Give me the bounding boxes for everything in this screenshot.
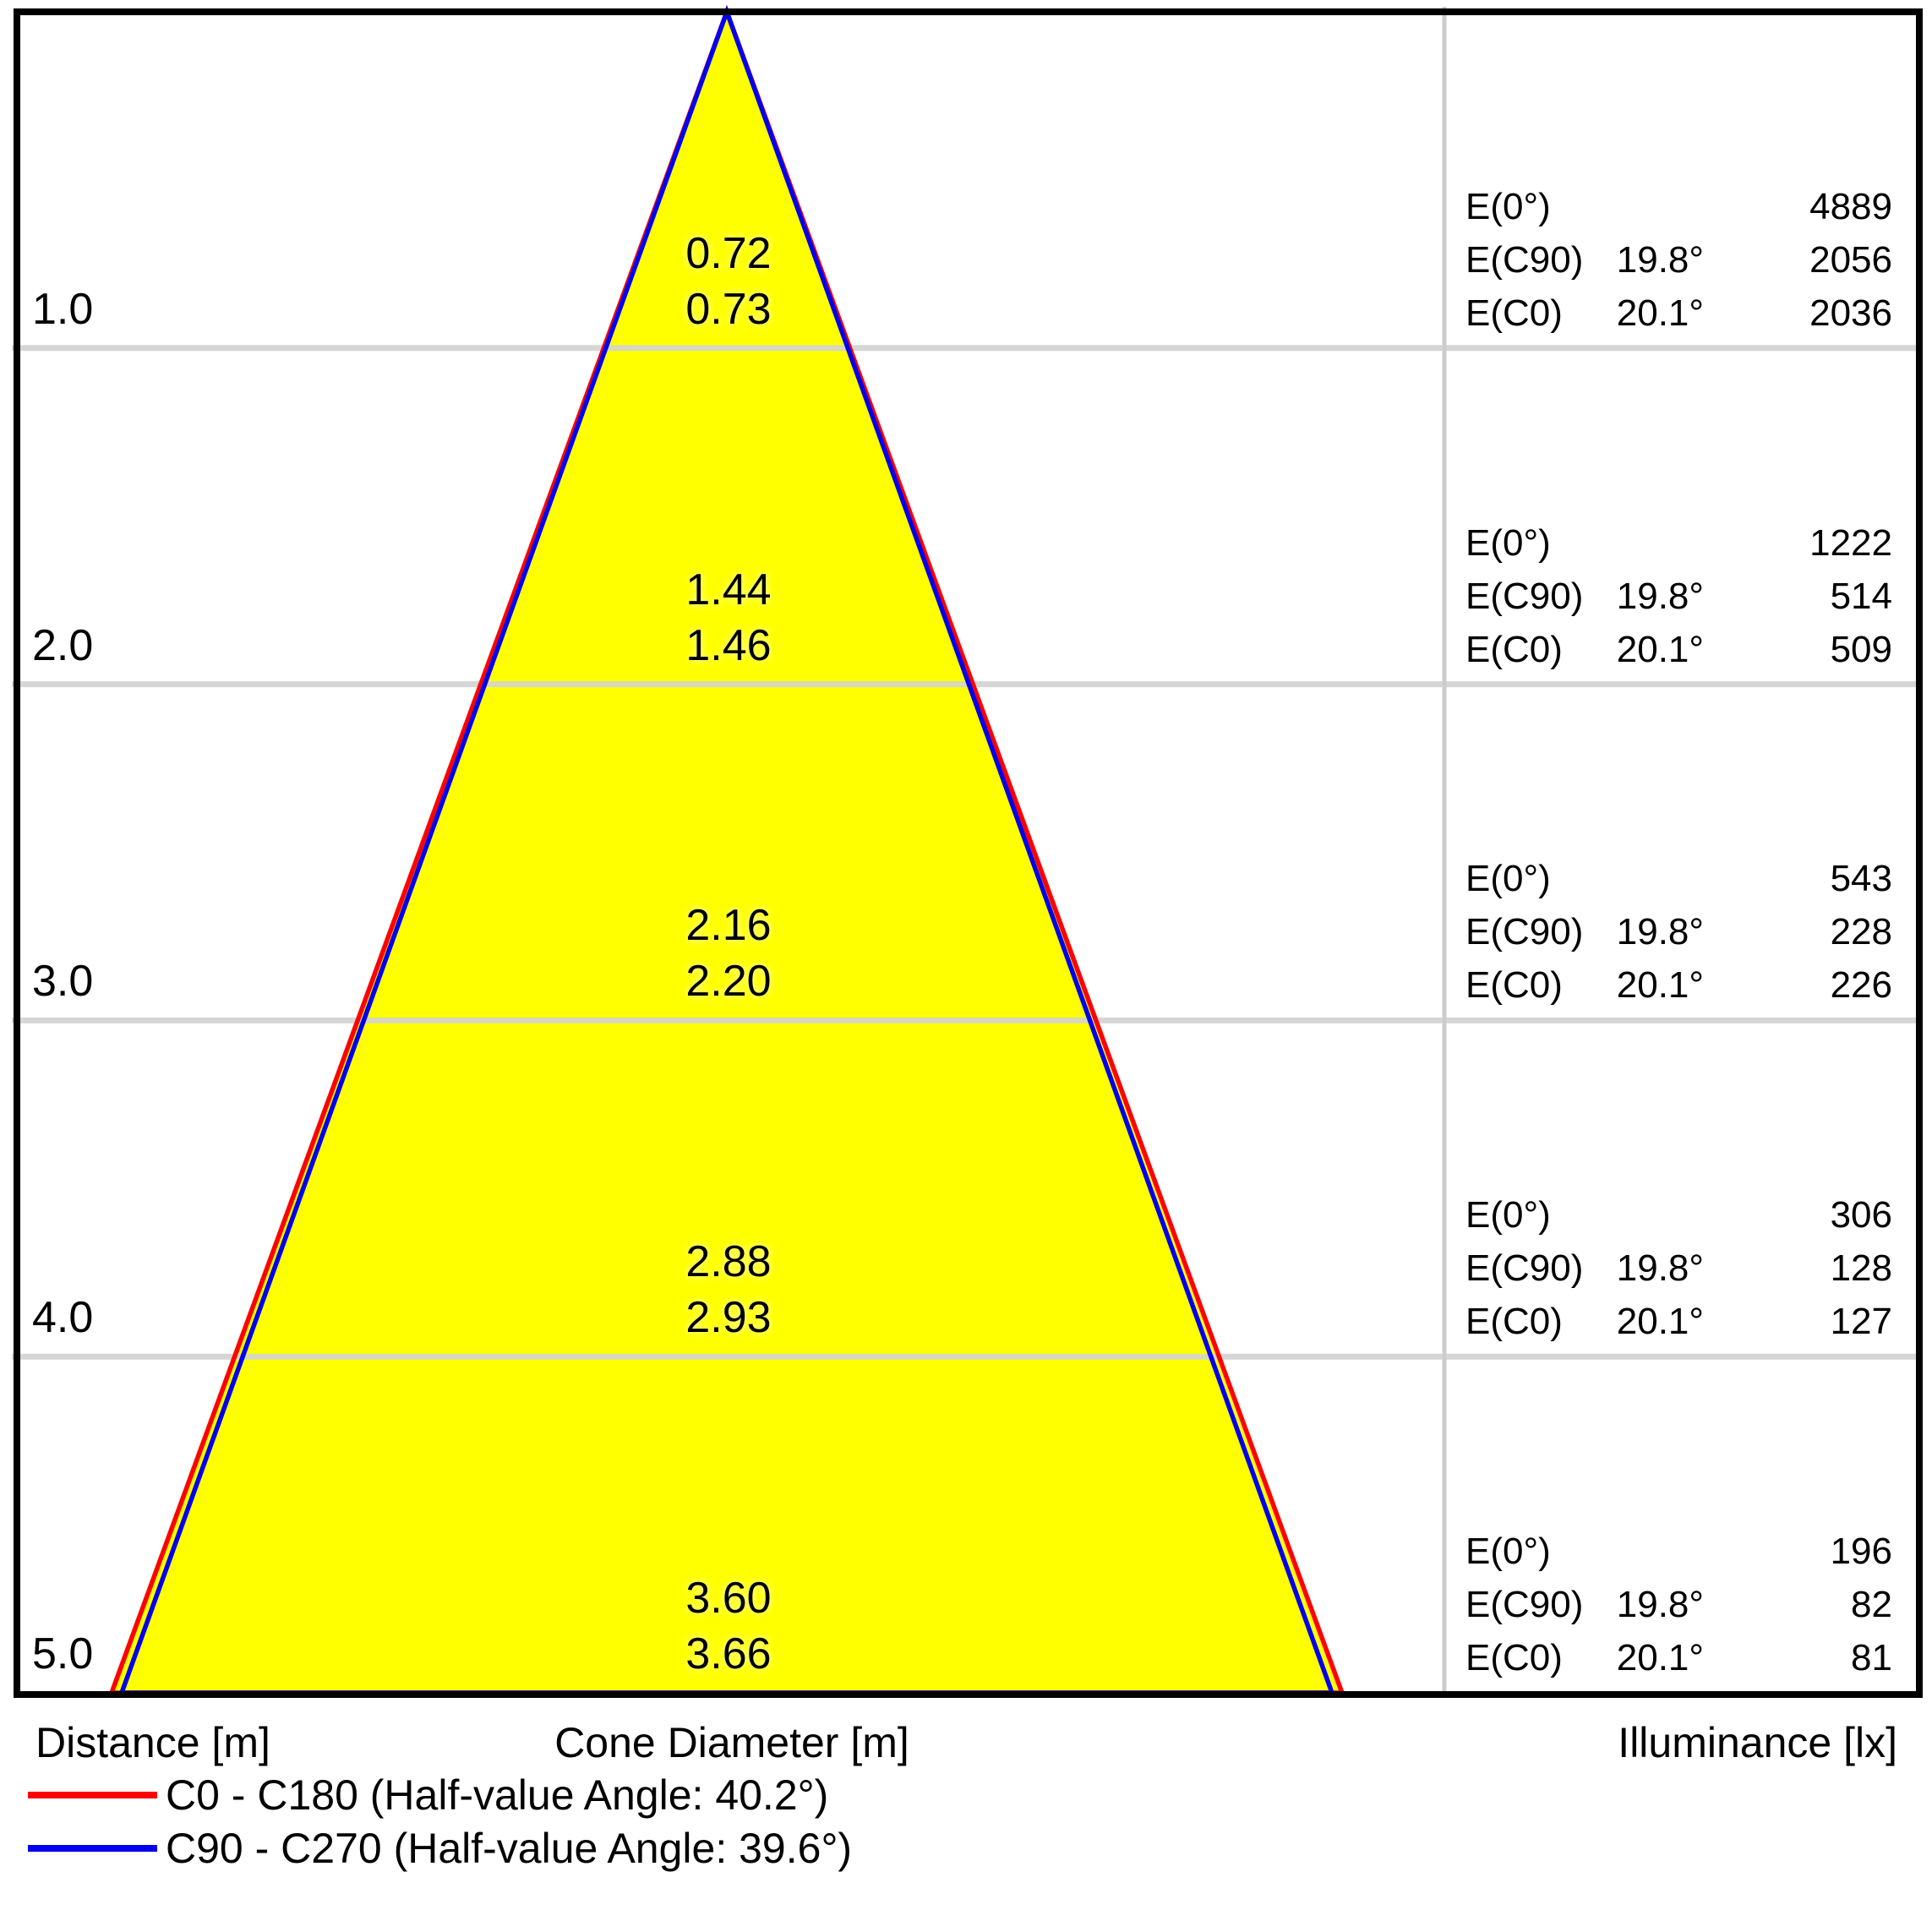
illuminance-line: E(C90) 19.8° 128: [1465, 1242, 1892, 1295]
legend-line-red-icon: [28, 1792, 157, 1798]
illuminance-value: 514: [1830, 576, 1892, 617]
distance-label: 5.0: [32, 1629, 94, 1678]
illuminance-line: E(0°) 196: [1465, 1525, 1892, 1578]
illuminance-label: E(C90): [1465, 911, 1584, 952]
illuminance-label: E(0°): [1465, 1531, 1551, 1572]
illuminance-angle: 19.8°: [1616, 1584, 1704, 1625]
illuminance-label: E(0°): [1465, 186, 1551, 227]
cone-diameter-c90: 3.60: [685, 1574, 772, 1623]
cone-diameter-labels: 1.44 1.46: [558, 562, 899, 674]
illuminance-value: 543: [1830, 858, 1892, 899]
cone-diameter-labels: 0.72 0.73: [558, 226, 899, 337]
distance-label: 3.0: [32, 957, 94, 1006]
cone-diameter-labels: 2.88 2.93: [558, 1234, 899, 1345]
cone-diameter-c0: 3.66: [685, 1629, 772, 1678]
illuminance-label: E(C90): [1465, 1584, 1584, 1625]
illuminance-line: E(C0) 20.1° 509: [1465, 623, 1892, 676]
legend-line-blue-icon: [28, 1845, 157, 1852]
cone-diameter-labels: 3.60 3.66: [558, 1570, 899, 1682]
illuminance-value: 196: [1830, 1531, 1892, 1572]
illuminance-line: E(0°) 1222: [1465, 516, 1892, 570]
cone-diameter-labels: 2.16 2.20: [558, 898, 899, 1009]
illuminance-line: E(C0) 20.1° 2036: [1465, 287, 1892, 340]
illuminance-label: E(C0): [1465, 1301, 1563, 1342]
illuminance-row: E(0°) 196 E(C90) 19.8° 82 E(C0) 20.1° 81: [1465, 1525, 1892, 1684]
illuminance-label: E(C0): [1465, 629, 1563, 670]
illuminance-row: E(0°) 1222 E(C90) 19.8° 514 E(C0) 20.1° …: [1465, 516, 1892, 676]
illuminance-value: 4889: [1809, 186, 1892, 227]
illuminance-value: 2036: [1809, 292, 1892, 334]
illuminance-angle: 20.1°: [1616, 292, 1704, 334]
illuminance-angle: 20.1°: [1616, 1637, 1704, 1678]
illuminance-line: E(C90) 19.8° 514: [1465, 570, 1892, 623]
illuminance-line: E(C0) 20.1° 81: [1465, 1631, 1892, 1684]
cone-diameter-c0: 1.46: [685, 621, 772, 670]
illuminance-label: E(C90): [1465, 1247, 1584, 1289]
illuminance-value: 1222: [1809, 522, 1892, 564]
cone-diameter-c90: 0.72: [685, 229, 772, 278]
illuminance-label: E(0°): [1465, 858, 1551, 899]
illuminance-label: E(C0): [1465, 1637, 1563, 1678]
illuminance-line: E(C90) 19.8° 82: [1465, 1578, 1892, 1631]
illuminance-row: E(0°) 543 E(C90) 19.8° 228 E(C0) 20.1° 2…: [1465, 852, 1892, 1012]
illuminance-line: E(0°) 306: [1465, 1188, 1892, 1242]
illuminance-line: E(C90) 19.8° 2056: [1465, 233, 1892, 287]
illuminance-value: 128: [1830, 1247, 1892, 1289]
axis-label-distance: Distance [m]: [35, 1719, 270, 1766]
illuminance-angle: 20.1°: [1616, 1301, 1704, 1342]
illuminance-angle: 19.8°: [1616, 911, 1704, 952]
legend-label: C90 - C270 (Half-value Angle: 39.6°): [166, 1825, 853, 1872]
illuminance-value: 81: [1851, 1637, 1892, 1678]
legend-label: C0 - C180 (Half-value Angle: 40.2°): [166, 1771, 829, 1819]
illuminance-value: 509: [1830, 629, 1892, 670]
cone-diameter-c90: 1.44: [685, 565, 772, 614]
illuminance-value: 226: [1830, 964, 1892, 1006]
illuminance-label: E(0°): [1465, 1194, 1551, 1236]
illuminance-label: E(C0): [1465, 292, 1563, 334]
cone-diameter-c0: 2.20: [685, 957, 772, 1006]
illuminance-angle: 19.8°: [1616, 1247, 1704, 1289]
illuminance-value: 306: [1830, 1194, 1892, 1236]
distance-label: 4.0: [32, 1293, 94, 1342]
cone-diameter-c0: 2.93: [685, 1293, 772, 1342]
illuminance-value: 2056: [1809, 239, 1892, 281]
illuminance-value: 82: [1851, 1584, 1892, 1625]
illuminance-label: E(C0): [1465, 964, 1563, 1006]
illuminance-angle: 20.1°: [1616, 964, 1704, 1006]
illuminance-row: E(0°) 306 E(C90) 19.8° 128 E(C0) 20.1° 1…: [1465, 1188, 1892, 1348]
illuminance-line: E(C90) 19.8° 228: [1465, 905, 1892, 958]
illuminance-angle: 19.8°: [1616, 576, 1704, 617]
cone-diameter-c90: 2.16: [685, 901, 772, 950]
illuminance-label: E(C90): [1465, 239, 1584, 281]
illuminance-label: E(0°): [1465, 522, 1551, 564]
illuminance-value: 127: [1830, 1301, 1892, 1342]
axis-label-cone-diameter: Cone Diameter [m]: [554, 1719, 909, 1766]
illuminance-line: E(0°) 543: [1465, 852, 1892, 905]
illuminance-line: E(C0) 20.1° 226: [1465, 958, 1892, 1012]
illuminance-row: E(0°) 4889 E(C90) 19.8° 2056 E(C0) 20.1°…: [1465, 180, 1892, 340]
axis-label-illuminance: Illuminance [lx]: [1618, 1719, 1897, 1766]
illuminance-line: E(C0) 20.1° 127: [1465, 1295, 1892, 1348]
illuminance-line: E(0°) 4889: [1465, 180, 1892, 233]
illuminance-label: E(C90): [1465, 576, 1584, 617]
illuminance-angle: 19.8°: [1616, 239, 1704, 281]
cone-diameter-c90: 2.88: [685, 1237, 772, 1286]
distance-label: 2.0: [32, 621, 94, 670]
illuminance-value: 228: [1830, 911, 1892, 952]
cone-diameter-c0: 0.73: [685, 285, 772, 334]
illuminance-angle: 20.1°: [1616, 629, 1704, 670]
distance-label: 1.0: [32, 285, 94, 334]
